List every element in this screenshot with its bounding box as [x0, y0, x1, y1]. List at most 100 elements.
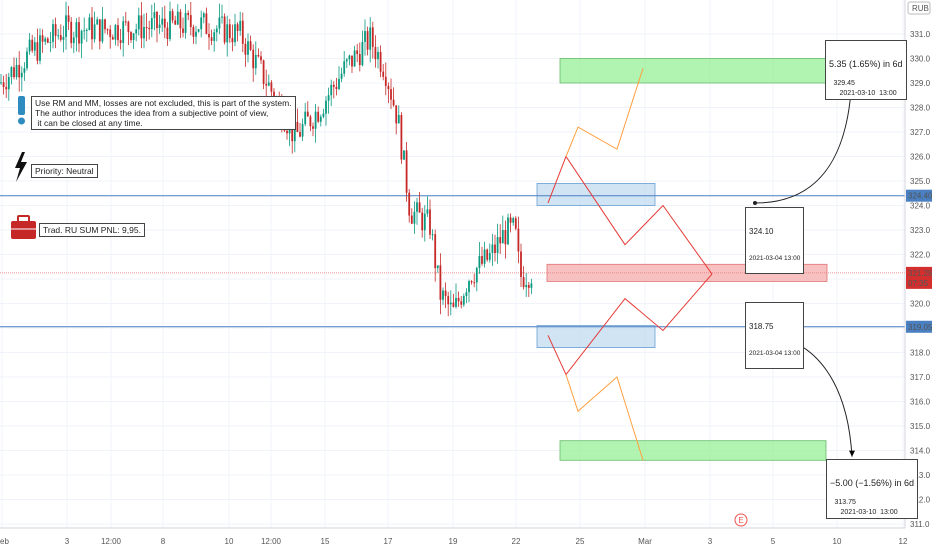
candle-body	[301, 124, 304, 137]
candle-body	[10, 67, 13, 77]
candle-body	[499, 237, 502, 244]
price-axis[interactable]: 331.0 330.0 329.0 328.0 327.0 326.0 325.0 324.0…	[904, 0, 932, 529]
candle-body	[150, 18, 153, 30]
pnl-note: Trad. RU SUM PNL: 9,95.	[39, 223, 145, 237]
candle-body	[338, 78, 340, 89]
orange-path-down	[565, 374, 644, 461]
candle-body	[351, 55, 353, 67]
candle-body	[431, 234, 434, 236]
candle-body	[405, 150, 408, 193]
candle-body	[140, 15, 143, 39]
candle-body	[205, 13, 208, 34]
candle-body	[137, 15, 140, 30]
candle-body	[345, 59, 348, 62]
time-tick-label: 3	[708, 537, 713, 546]
candle-body	[410, 215, 413, 224]
candle-body	[416, 202, 418, 212]
candle-body	[317, 111, 320, 122]
up-measure-date: 2021-03-10 13:00	[839, 90, 897, 97]
countdown-label: 07:35	[908, 279, 929, 288]
time-tick-label: 10	[225, 537, 234, 546]
orange-path-up	[565, 68, 644, 157]
candle-body	[335, 86, 338, 89]
candle-body	[514, 218, 517, 229]
candle-body	[447, 296, 450, 305]
candle-body	[132, 33, 135, 41]
candle-body	[254, 54, 257, 69]
time-tick-label: 12:00	[101, 537, 122, 546]
candle-body	[462, 295, 465, 305]
candle-body	[218, 17, 221, 29]
candle-body	[228, 24, 231, 39]
candle-body	[413, 211, 416, 224]
candle-body	[478, 256, 481, 268]
candle-body	[327, 95, 330, 101]
candle-body	[13, 67, 15, 78]
candle-body	[122, 21, 125, 43]
upper-level-label-bg	[906, 189, 932, 202]
candle-body	[439, 265, 442, 300]
candle-body	[252, 49, 255, 69]
candle-body	[179, 11, 182, 29]
candle-body	[127, 21, 130, 33]
time-axis[interactable]: Feb 3 12:00 8 10 12:00 15 17 19 22 25 Mar 3 5 10 12 E	[0, 513, 908, 546]
candle-body	[265, 83, 268, 86]
price-tick-label: 315.0	[910, 422, 931, 431]
exclamation-icon	[18, 96, 25, 115]
projection-paths	[547, 68, 713, 461]
candle-body	[78, 22, 80, 44]
time-tick-label: Mar	[638, 537, 652, 546]
candle-body	[18, 64, 21, 78]
measure-arrow-down	[849, 450, 855, 457]
candle-body	[525, 284, 528, 288]
lightning-icon	[15, 152, 27, 182]
candle-body	[442, 290, 444, 300]
candle-body	[488, 253, 491, 260]
candle-body	[70, 21, 73, 44]
currency-badge-label: RUB	[912, 4, 929, 13]
candle-body	[455, 297, 457, 307]
candle-body	[306, 111, 309, 117]
candle-body	[182, 28, 184, 33]
price-tick-label: 325.0	[910, 177, 931, 186]
time-tick-label: 12	[899, 537, 908, 546]
price-tick-label: 313.0	[910, 471, 931, 480]
price-tick-label: 317.0	[910, 373, 931, 382]
candle-body	[5, 86, 8, 90]
candle-body	[314, 111, 317, 129]
candle-body	[2, 82, 5, 87]
candle-body	[130, 32, 132, 41]
price-tick-label: 330.0	[910, 55, 931, 64]
candle-body	[46, 38, 49, 43]
candle-body	[530, 283, 533, 288]
candle-body	[504, 229, 507, 245]
candle-body	[457, 297, 460, 302]
candle-body	[270, 82, 273, 92]
exclamation-icon-dot	[18, 117, 25, 125]
upper-point-callout: 324.10 2021-03-04 13:00	[745, 207, 805, 274]
red-path-upper	[547, 155, 713, 275]
candle-body	[52, 24, 54, 42]
candle-body	[507, 217, 509, 245]
zone-target-down	[559, 440, 827, 461]
candle-body	[148, 28, 151, 30]
price-tick-label: 314.0	[910, 447, 931, 456]
candle-body	[195, 31, 197, 37]
candle-body	[93, 24, 96, 40]
candle-body	[517, 228, 520, 252]
briefcase-icon	[11, 221, 36, 239]
candle-body	[200, 17, 203, 30]
candle-body	[184, 12, 187, 33]
candle-body	[309, 116, 312, 127]
price-tick-label: 311.0	[910, 520, 930, 529]
candle-body	[434, 234, 437, 269]
price-tick-label: 316.0	[910, 398, 931, 407]
candle-body	[366, 31, 369, 50]
candle-body	[512, 218, 515, 223]
candle-body	[426, 209, 429, 214]
candle-body	[23, 68, 26, 73]
candle-body	[223, 16, 226, 43]
price-tick-label: 324.0	[910, 202, 931, 211]
candle-body	[119, 40, 122, 43]
